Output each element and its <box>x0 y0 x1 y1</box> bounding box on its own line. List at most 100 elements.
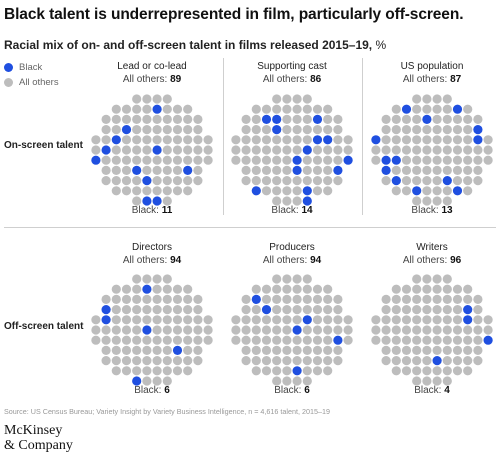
dot-all-others <box>142 165 152 175</box>
dot-all-others <box>412 335 422 345</box>
dot-all-others <box>302 284 312 294</box>
dot-all-others <box>241 145 251 155</box>
dot-all-others <box>272 376 282 386</box>
dot-black <box>183 165 193 175</box>
dot-all-others <box>152 305 162 315</box>
dot-all-others <box>132 176 142 186</box>
dot-all-others <box>442 284 452 294</box>
dot-all-others <box>401 356 412 366</box>
dot-all-others <box>371 325 381 335</box>
dot-all-others <box>251 345 261 355</box>
dot-all-others <box>412 376 422 386</box>
dot-black <box>302 145 312 155</box>
dot-all-others <box>132 196 142 206</box>
dot-all-others <box>401 186 412 196</box>
dot-all-others <box>473 356 483 366</box>
dot-black <box>343 155 353 165</box>
dot-all-others <box>381 135 391 145</box>
dot-all-others <box>463 176 473 186</box>
dot-all-others <box>101 325 111 335</box>
dot-all-others <box>302 305 312 315</box>
dot-circle-writers <box>371 274 493 386</box>
panel-header-supporting: Supporting cast All others: 86 <box>225 60 359 86</box>
dot-all-others <box>101 114 111 124</box>
dot-all-others <box>142 305 152 315</box>
dot-all-others <box>401 125 412 135</box>
dot-all-others <box>422 345 432 355</box>
dot-all-others <box>162 94 172 104</box>
dot-all-others <box>422 155 432 165</box>
panel-name: Directors <box>131 242 172 253</box>
dot-all-others <box>412 196 422 206</box>
dot-all-others <box>333 345 343 355</box>
dot-all-others <box>183 356 193 366</box>
dot-all-others <box>261 145 272 155</box>
dot-all-others <box>251 135 261 145</box>
dot-all-others <box>422 135 432 145</box>
dot-all-others <box>312 104 323 114</box>
dot-all-others <box>391 315 401 325</box>
dot-all-others <box>142 135 152 145</box>
dot-all-others <box>343 315 353 325</box>
dot-all-others <box>172 176 183 186</box>
black-value: 4 <box>444 385 450 396</box>
dot-black <box>101 305 111 315</box>
dot-all-others <box>282 274 292 284</box>
dot-all-others <box>183 155 193 165</box>
dot-all-others <box>172 325 183 335</box>
dot-black <box>312 114 323 124</box>
dot-all-others <box>183 284 193 294</box>
dot-all-others <box>473 315 483 325</box>
dot-all-others <box>142 335 152 345</box>
dot-all-others <box>432 155 442 165</box>
dot-all-others <box>193 325 203 335</box>
dot-all-others <box>101 356 111 366</box>
dot-all-others <box>312 125 323 135</box>
dot-circle-us-population <box>371 94 493 206</box>
dot-all-others <box>473 165 483 175</box>
dot-all-others <box>172 366 183 376</box>
dot-all-others <box>312 165 323 175</box>
row-label-on-screen: On-screen talent <box>4 140 83 151</box>
black-value: 11 <box>161 205 173 216</box>
dot-all-others <box>391 165 401 175</box>
dot-all-others <box>91 135 101 145</box>
legend-item-black: Black <box>4 60 59 75</box>
dot-all-others <box>432 294 442 304</box>
dot-all-others <box>231 315 241 325</box>
dot-all-others <box>152 294 162 304</box>
dot-all-others <box>241 125 251 135</box>
dot-black <box>272 125 282 135</box>
others-value: 94 <box>310 255 322 266</box>
dot-all-others <box>391 135 401 145</box>
dot-black <box>132 165 142 175</box>
dot-all-others <box>183 366 193 376</box>
dot-all-others <box>412 125 422 135</box>
dot-all-others <box>121 104 132 114</box>
dot-black <box>401 104 412 114</box>
others-value: 94 <box>170 255 182 266</box>
dot-all-others <box>473 176 483 186</box>
dot-all-others <box>463 135 473 145</box>
dot-all-others <box>193 294 203 304</box>
dot-all-others <box>432 145 442 155</box>
dot-all-others <box>412 356 422 366</box>
dot-all-others <box>292 176 302 186</box>
dot-all-others <box>172 114 183 124</box>
dot-all-others <box>422 376 432 386</box>
dot-all-others <box>183 176 193 186</box>
dot-black <box>261 114 272 124</box>
dot-all-others <box>111 335 121 345</box>
dot-all-others <box>272 356 282 366</box>
dot-all-others <box>101 155 111 165</box>
dot-all-others <box>483 325 493 335</box>
dot-all-others <box>292 315 302 325</box>
dot-all-others <box>292 186 302 196</box>
dot-all-others <box>132 366 142 376</box>
dot-black <box>391 176 401 186</box>
dot-all-others <box>473 294 483 304</box>
dot-black <box>302 315 312 325</box>
dot-all-others <box>183 104 193 114</box>
dot-all-others <box>193 305 203 315</box>
dot-all-others <box>152 284 162 294</box>
